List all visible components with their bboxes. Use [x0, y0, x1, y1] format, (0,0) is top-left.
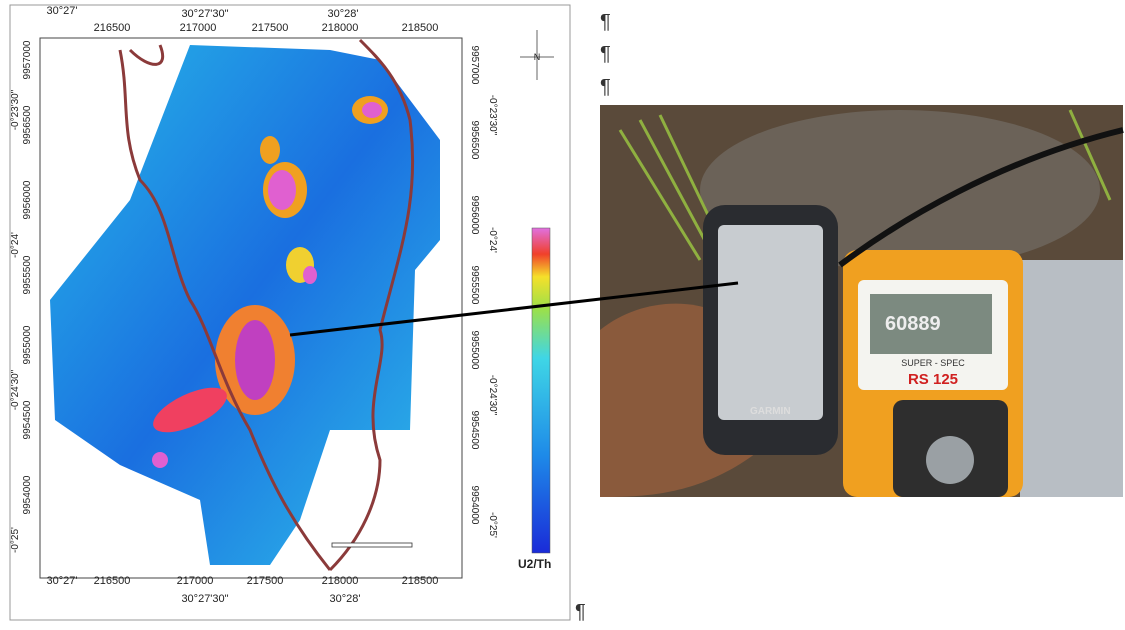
coordinate-label: 9955500 [469, 266, 480, 305]
coordinate-label: 9955000 [469, 331, 480, 370]
coordinate-label: -0°25' [10, 527, 21, 553]
north-label: N [534, 52, 541, 62]
coordinate-label: 9957000 [469, 46, 480, 85]
coordinate-label: 218000 [322, 575, 359, 587]
device-brand: GARMIN [750, 406, 791, 417]
coordinate-label: 218000 [322, 22, 359, 34]
coordinate-label: 218500 [402, 575, 439, 587]
coordinate-label: 9954500 [469, 411, 480, 450]
coordinate-label: 9955500 [22, 255, 33, 294]
coordinate-label: -0°24' [487, 227, 498, 253]
coordinate-label: -0°24' [10, 232, 21, 258]
coordinate-label: 30°27' [47, 5, 78, 17]
coordinate-label: -0°24'30" [487, 375, 498, 416]
coordinate-label: 217000 [180, 22, 217, 34]
coordinate-label: 30°27' [47, 575, 78, 587]
coordinate-label: 9956500 [22, 105, 33, 144]
coordinate-label: 9956000 [22, 180, 33, 219]
coordinate-label: 9954000 [22, 475, 33, 514]
coordinate-label: 9954500 [22, 400, 33, 439]
coordinate-label: -0°24'30" [10, 369, 21, 410]
instrument-model: RS 125 [908, 371, 958, 388]
instrument-maker: SUPER - SPEC [901, 358, 965, 368]
coordinate-label: 9956000 [469, 196, 480, 235]
field-photo [600, 105, 1123, 497]
coordinate-label: 9956500 [469, 121, 480, 160]
coordinate-label: 218500 [402, 22, 439, 34]
coordinate-label: -0°25' [487, 512, 498, 538]
scale-bar [332, 543, 412, 547]
paragraph-mark: ¶ [600, 11, 611, 33]
coordinate-label: -0°23'30" [10, 89, 21, 130]
coordinate-label: 216500 [94, 575, 131, 587]
coordinate-label: 9955000 [22, 325, 33, 364]
coordinate-label: 9954000 [469, 486, 480, 525]
paragraph-mark: ¶ [600, 43, 611, 65]
display-reading: 60889 [885, 313, 941, 335]
coordinate-label: -0°23'30" [487, 95, 498, 136]
coordinate-label: 30°27'30" [181, 593, 228, 605]
coordinate-label: 30°28' [330, 593, 361, 605]
legend-title: U2/Th [518, 557, 551, 571]
coordinate-label: 217500 [247, 575, 284, 587]
coordinate-label: 216500 [94, 22, 131, 34]
paragraph-mark: ¶ [600, 76, 611, 98]
coordinate-label: 30°27'30" [181, 8, 228, 20]
page: N U2/Th GARMIN 60889 SUPER - SPEC RS 125… [0, 0, 1125, 625]
coordinate-label: 9957000 [22, 40, 33, 79]
coordinate-label: 30°28' [328, 8, 359, 20]
coordinate-label: 217000 [177, 575, 214, 587]
coordinate-label: 217500 [252, 22, 289, 34]
color-bar [532, 228, 550, 553]
paragraph-mark: ¶ [575, 601, 586, 623]
